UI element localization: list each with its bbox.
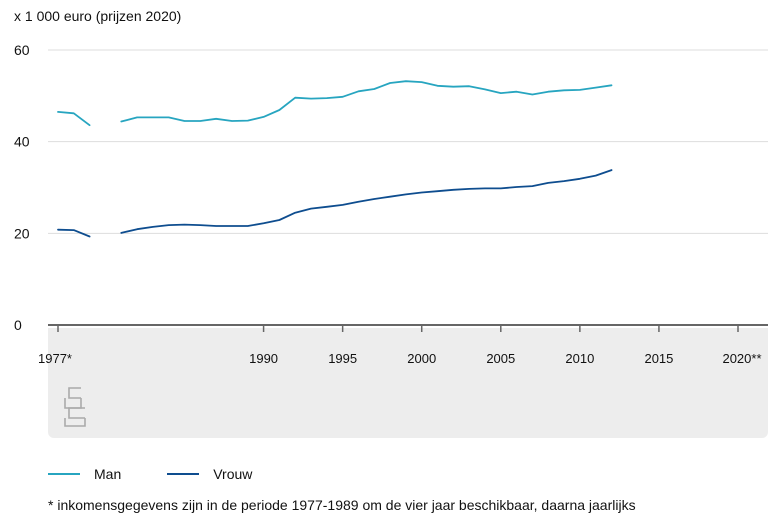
legend-swatch-vrouw <box>167 473 200 475</box>
x-tick-label-2000: 2000 <box>407 351 436 366</box>
x-tick-label-1995: 1995 <box>328 351 357 366</box>
y-tick-label-40: 40 <box>14 134 30 150</box>
y-tick-labels: 0 20 40 60 <box>14 42 30 333</box>
plot-area: 0 20 40 60 1977* 1990 1995 2000 2005 2010 2015 202… <box>14 42 768 438</box>
y-tick-label-20: 20 <box>14 225 30 241</box>
legend-label-man: Man <box>94 466 122 482</box>
cbs-logo-icon <box>64 387 86 427</box>
x-tick-label-2005: 2005 <box>486 351 515 366</box>
y-tick-label-0: 0 <box>14 317 22 333</box>
legend-swatch-man <box>48 473 80 475</box>
footnote: * inkomensgegevens zijn in de periode 19… <box>48 497 636 513</box>
y-tick-label-60: 60 <box>14 42 30 58</box>
series-line-vrouw-segment-1 <box>57 228 91 238</box>
x-tick-label-1990: 1990 <box>249 351 278 366</box>
series-line-vrouw-segment-2 <box>120 169 613 234</box>
legend-item-man: Man <box>48 466 121 482</box>
x-axis-panel-top-fill <box>48 328 768 338</box>
legend-item-vrouw: Vrouw <box>167 466 252 482</box>
legend: Man Vrouw <box>48 466 298 482</box>
x-tick-label-2015: 2015 <box>644 351 673 366</box>
legend-label-vrouw: Vrouw <box>213 466 253 482</box>
series-line-man-segment-2 <box>120 80 613 123</box>
x-tick-label-2010: 2010 <box>565 351 594 366</box>
x-axis-panel <box>48 328 768 438</box>
x-tick-label-2020: 2020** <box>722 351 761 366</box>
unit-label: x 1 000 euro (prijzen 2020) <box>14 8 182 24</box>
series-line-man-segment-1 <box>57 111 91 127</box>
x-tick-label-1977: 1977* <box>38 351 72 366</box>
x-ticks: 1977* 1990 1995 2000 2005 2010 2015 2020** <box>38 325 762 366</box>
grid-lines <box>48 49 768 234</box>
series-lines <box>57 80 613 238</box>
